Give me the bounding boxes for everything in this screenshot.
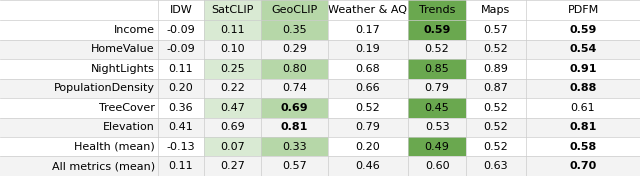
Text: -0.13: -0.13 — [166, 142, 195, 152]
Text: 0.68: 0.68 — [356, 64, 380, 74]
Text: 0.60: 0.60 — [425, 161, 449, 171]
Text: 0.52: 0.52 — [425, 44, 449, 54]
Text: 0.66: 0.66 — [356, 83, 380, 93]
Text: Health (mean): Health (mean) — [74, 142, 155, 152]
Text: All metrics (mean): All metrics (mean) — [52, 161, 155, 171]
Text: 0.61: 0.61 — [571, 103, 595, 113]
Bar — [261, 0, 328, 176]
Text: 0.79: 0.79 — [425, 83, 449, 93]
Text: 0.45: 0.45 — [425, 103, 449, 113]
Text: 0.53: 0.53 — [425, 122, 449, 132]
Text: 0.87: 0.87 — [484, 83, 508, 93]
Bar — [0, 118, 640, 137]
Text: 0.63: 0.63 — [484, 161, 508, 171]
Text: 0.36: 0.36 — [168, 103, 193, 113]
Text: 0.10: 0.10 — [220, 44, 244, 54]
Text: 0.59: 0.59 — [424, 25, 451, 35]
Text: Elevation: Elevation — [103, 122, 155, 132]
Text: 0.74: 0.74 — [282, 83, 307, 93]
Text: IDW: IDW — [170, 5, 192, 15]
Text: HomeValue: HomeValue — [92, 44, 155, 54]
Text: 0.85: 0.85 — [425, 64, 449, 74]
Text: 0.52: 0.52 — [484, 142, 508, 152]
Bar — [0, 40, 640, 59]
Text: Weather & AQ: Weather & AQ — [328, 5, 408, 15]
Text: Trends: Trends — [419, 5, 455, 15]
Text: 0.22: 0.22 — [220, 83, 244, 93]
Text: PopulationDensity: PopulationDensity — [54, 83, 155, 93]
Text: SatCLIP: SatCLIP — [211, 5, 253, 15]
Bar — [0, 79, 640, 98]
Text: 0.41: 0.41 — [168, 122, 193, 132]
Text: 0.88: 0.88 — [570, 83, 596, 93]
Text: NightLights: NightLights — [91, 64, 155, 74]
Text: 0.70: 0.70 — [570, 161, 596, 171]
Bar — [204, 0, 261, 176]
Text: 0.57: 0.57 — [282, 161, 307, 171]
Text: 0.52: 0.52 — [356, 103, 380, 113]
Text: 0.46: 0.46 — [356, 161, 380, 171]
Text: 0.80: 0.80 — [282, 64, 307, 74]
Text: 0.33: 0.33 — [282, 142, 307, 152]
Text: -0.09: -0.09 — [166, 25, 195, 35]
Text: 0.52: 0.52 — [484, 103, 508, 113]
Text: 0.59: 0.59 — [570, 25, 596, 35]
Text: 0.89: 0.89 — [484, 64, 508, 74]
Text: 0.20: 0.20 — [168, 83, 193, 93]
Text: PDFM: PDFM — [568, 5, 598, 15]
Text: Maps: Maps — [481, 5, 511, 15]
Text: 0.27: 0.27 — [220, 161, 244, 171]
Bar — [408, 0, 466, 176]
Text: 0.17: 0.17 — [356, 25, 380, 35]
Text: 0.79: 0.79 — [356, 122, 380, 132]
Text: 0.54: 0.54 — [570, 44, 596, 54]
Text: 0.58: 0.58 — [570, 142, 596, 152]
Text: 0.07: 0.07 — [220, 142, 244, 152]
Text: 0.25: 0.25 — [220, 64, 244, 74]
Text: 0.69: 0.69 — [220, 122, 244, 132]
Text: 0.52: 0.52 — [484, 44, 508, 54]
Text: 0.49: 0.49 — [425, 142, 449, 152]
Text: 0.11: 0.11 — [168, 161, 193, 171]
Text: 0.69: 0.69 — [280, 103, 308, 113]
Text: 0.29: 0.29 — [282, 44, 307, 54]
Text: GeoCLIP: GeoCLIP — [271, 5, 317, 15]
Text: 0.52: 0.52 — [484, 122, 508, 132]
Text: Income: Income — [114, 25, 155, 35]
Text: 0.91: 0.91 — [570, 64, 596, 74]
Text: 0.19: 0.19 — [356, 44, 380, 54]
Text: 0.11: 0.11 — [220, 25, 244, 35]
Text: 0.11: 0.11 — [168, 64, 193, 74]
Text: -0.09: -0.09 — [166, 44, 195, 54]
Bar — [0, 156, 640, 176]
Text: 0.81: 0.81 — [570, 122, 596, 132]
Text: 0.57: 0.57 — [484, 25, 508, 35]
Text: 0.35: 0.35 — [282, 25, 307, 35]
Text: 0.20: 0.20 — [356, 142, 380, 152]
Text: TreeCover: TreeCover — [99, 103, 155, 113]
Text: 0.81: 0.81 — [281, 122, 308, 132]
Text: 0.47: 0.47 — [220, 103, 244, 113]
